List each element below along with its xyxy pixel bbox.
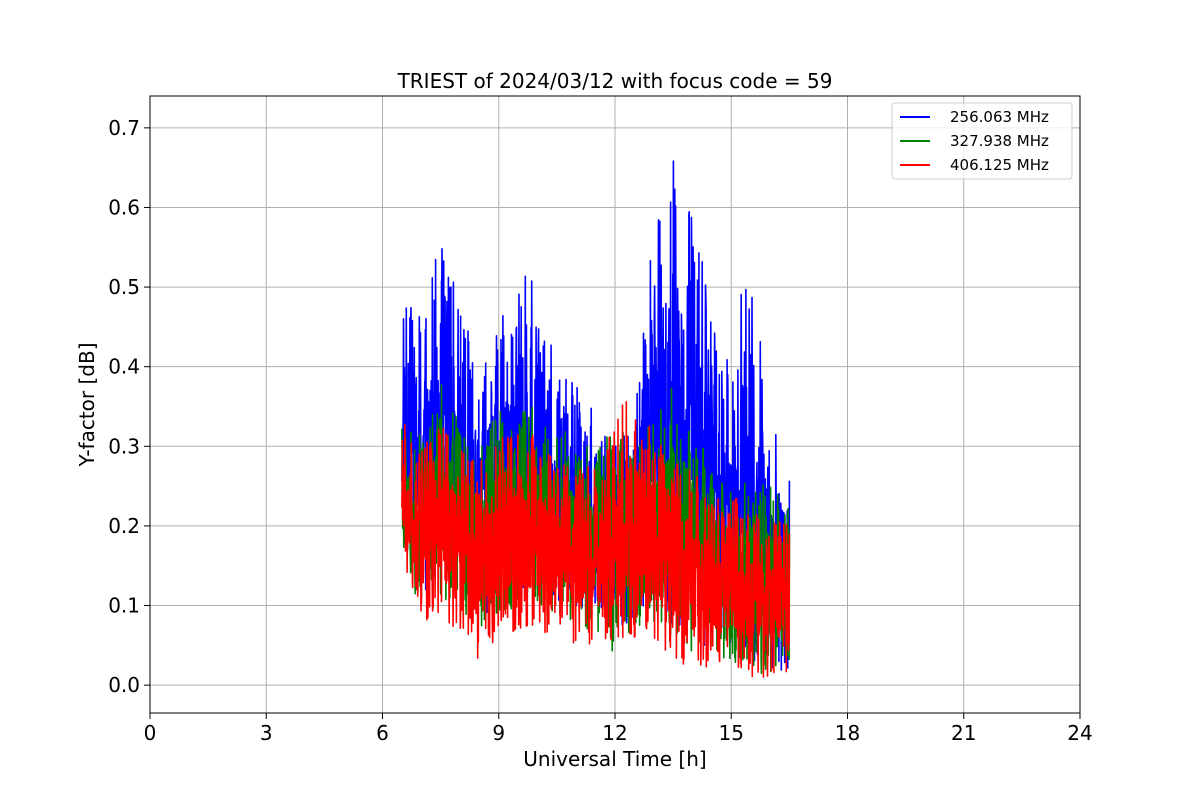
y-tick-label: 0.1	[108, 594, 140, 618]
legend-box	[891, 102, 1073, 180]
x-axis-label: Universal Time [h]	[523, 747, 706, 771]
x-tick-label: 3	[260, 721, 273, 745]
legend-label: 406.125 MHz	[950, 156, 1049, 174]
chart-title: TRIEST of 2024/03/12 with focus code = 5…	[397, 69, 833, 93]
tick-layer: 0 3 6 9 12 15 18 21 24 0.0 0.1 0.2 0.3 0.4 0.5 0.6 0.7	[108, 116, 1093, 745]
x-tick-label: 6	[376, 721, 389, 745]
y-tick-label: 0.4	[108, 355, 140, 379]
legend: 256.063 MHz 327.938 MHz 406.125 MHz	[891, 102, 1073, 180]
x-tick-label: 9	[492, 721, 505, 745]
series-line	[401, 400, 791, 678]
y-tick-label: 0.3	[108, 434, 140, 458]
x-tick-label: 0	[144, 721, 157, 745]
y-tick-label: 0.6	[108, 195, 140, 219]
legend-label: 327.938 MHz	[950, 132, 1049, 150]
x-tick-label: 21	[951, 721, 976, 745]
x-tick-label: 18	[835, 721, 860, 745]
y-tick-label: 0.2	[108, 514, 140, 538]
x-tick-label: 24	[1067, 721, 1092, 745]
y-tick-label: 0.7	[108, 116, 140, 140]
y-tick-label: 0.5	[108, 275, 140, 299]
x-tick-label: 15	[719, 721, 744, 745]
series-layer	[401, 160, 791, 678]
legend-label: 256.063 MHz	[950, 108, 1049, 126]
x-tick-label: 12	[602, 721, 627, 745]
y-tick-label: 0.0	[108, 673, 140, 697]
y-axis-label: Y-factor [dB]	[75, 342, 99, 467]
